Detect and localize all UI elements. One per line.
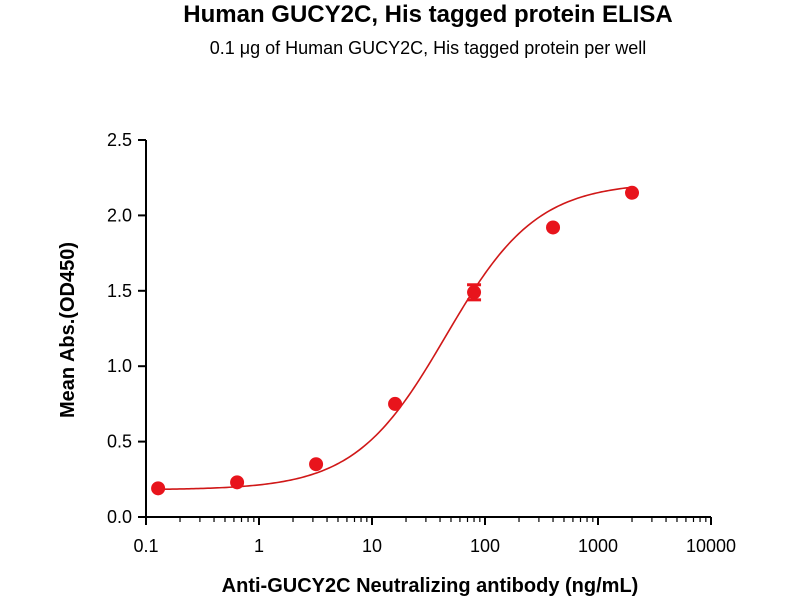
y-tick-label: 2.5 [107, 130, 132, 150]
data-point [467, 285, 482, 300]
y-tick-label: 0.0 [107, 507, 132, 527]
data-point [546, 220, 561, 235]
x-tick-label: 1000 [578, 536, 618, 556]
data-point [309, 457, 324, 472]
data-point [151, 481, 166, 496]
axes: 0.0 0.5 1.0 1.5 2.0 2.5 0.1 1 10 100 1000 10000 [107, 130, 736, 556]
y-tick-label: 0.5 [107, 432, 132, 452]
x-axis-title: Anti-GUCY2C Neutralizing antibody (ng/mL… [222, 575, 639, 597]
data-point [625, 185, 640, 200]
fit-curve [158, 186, 633, 491]
x-tick-label: 1 [254, 536, 264, 556]
x-tick-label: 100 [470, 536, 500, 556]
chart-title: Human GUCY2C, His tagged protein ELISA [183, 1, 672, 28]
data-point [230, 475, 245, 490]
x-tick-label: 10000 [686, 536, 736, 556]
x-tick-label: 0.1 [133, 536, 158, 556]
chart-subtitle: 0.1 μg of Human GUCY2C, His tagged prote… [210, 38, 647, 58]
x-tick-label: 10 [362, 536, 382, 556]
y-tick-label: 1.5 [107, 281, 132, 301]
y-tick-label: 2.0 [107, 205, 132, 225]
fit-curve-layer [158, 186, 633, 491]
data-points-layer [151, 185, 640, 496]
data-point [388, 396, 403, 411]
y-tick-label: 1.0 [107, 356, 132, 376]
y-axis-title: Mean Abs.(OD450) [57, 242, 79, 418]
